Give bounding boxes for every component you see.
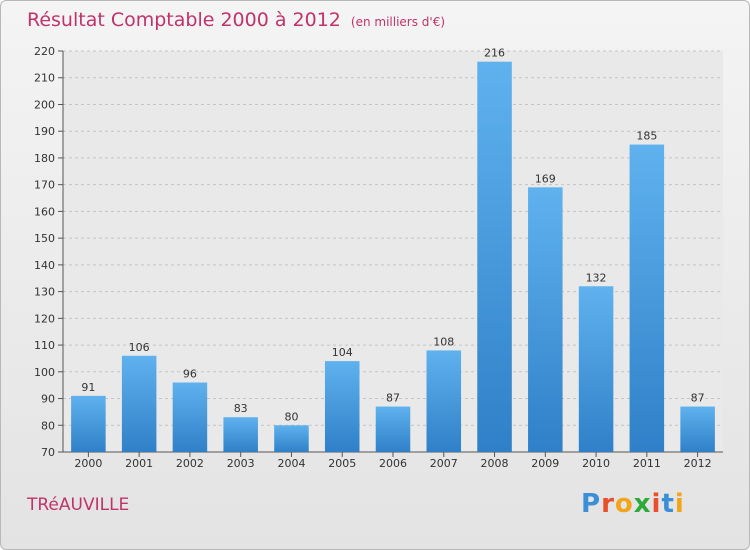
town-name: TRéAUVILLE xyxy=(27,495,130,515)
proxiti-logo: Proxiti xyxy=(581,489,685,519)
y-tick-label: 130 xyxy=(34,286,55,299)
chart-subtitle: (en milliers d'€) xyxy=(350,15,446,29)
y-tick-label: 140 xyxy=(34,259,55,272)
y-tick-label: 160 xyxy=(34,205,55,218)
x-tick-label: 2002 xyxy=(176,457,204,470)
data-label: 108 xyxy=(433,335,454,348)
bar xyxy=(477,61,512,453)
bars xyxy=(71,61,715,453)
logo-letter: i xyxy=(674,489,685,519)
logo-letter: x xyxy=(633,489,652,519)
bar xyxy=(629,144,665,453)
data-label: 106 xyxy=(129,341,150,354)
x-tick-label: 2011 xyxy=(633,457,661,470)
y-tick-label: 210 xyxy=(34,72,55,85)
data-label: 216 xyxy=(484,47,505,60)
y-tick-label: 200 xyxy=(34,98,55,111)
x-tick-label: 2009 xyxy=(531,457,559,470)
chart-title: Résultat Comptable 2000 à 2012 (en millie… xyxy=(27,9,445,31)
x-tick-label: 2012 xyxy=(684,457,712,470)
bar xyxy=(121,355,157,452)
labels: 7080901001101201301401501601701801902002… xyxy=(34,45,712,470)
y-tick-label: 170 xyxy=(34,179,55,192)
x-tick-label: 2006 xyxy=(379,457,407,470)
y-tick-label: 70 xyxy=(41,446,55,459)
y-tick-label: 110 xyxy=(34,339,55,352)
bar xyxy=(375,406,411,452)
x-tick-label: 2005 xyxy=(328,457,356,470)
x-tick-label: 2007 xyxy=(430,457,458,470)
data-label: 83 xyxy=(234,402,248,415)
data-label: 104 xyxy=(332,346,353,359)
data-label: 169 xyxy=(535,172,556,185)
data-label: 80 xyxy=(284,410,298,423)
bar xyxy=(578,286,614,452)
bar xyxy=(680,406,715,452)
y-tick-label: 120 xyxy=(34,312,55,325)
data-label: 96 xyxy=(183,367,197,380)
x-tick-label: 2003 xyxy=(227,457,255,470)
logo-letter: P xyxy=(581,489,602,519)
bar xyxy=(274,425,309,452)
y-tick-label: 100 xyxy=(34,366,55,379)
bar xyxy=(71,395,106,452)
data-label: 87 xyxy=(386,392,400,405)
bar xyxy=(324,361,360,452)
data-label: 91 xyxy=(81,381,95,394)
logo-letter: t xyxy=(661,489,675,519)
bar xyxy=(223,417,258,452)
bar xyxy=(172,382,208,452)
x-tick-label: 2001 xyxy=(125,457,153,470)
chart-title-text: Résultat Comptable 2000 à 2012 xyxy=(27,9,341,31)
data-label: 87 xyxy=(691,392,705,405)
bar xyxy=(528,187,563,452)
y-tick-label: 190 xyxy=(34,125,55,138)
logo-letter: i xyxy=(651,489,662,519)
data-label: 132 xyxy=(586,271,607,284)
y-tick-label: 150 xyxy=(34,232,55,245)
y-tick-label: 220 xyxy=(34,45,55,58)
logo-letter: r xyxy=(601,489,615,519)
y-tick-label: 180 xyxy=(34,152,55,165)
data-label: 185 xyxy=(636,130,657,143)
logo-letter: o xyxy=(614,489,634,519)
bar xyxy=(426,350,462,452)
y-tick-label: 80 xyxy=(41,419,55,432)
x-tick-label: 2008 xyxy=(481,457,509,470)
x-tick-label: 2010 xyxy=(582,457,610,470)
x-tick-label: 2000 xyxy=(74,457,102,470)
x-tick-label: 2004 xyxy=(277,457,305,470)
y-tick-label: 90 xyxy=(41,393,55,406)
